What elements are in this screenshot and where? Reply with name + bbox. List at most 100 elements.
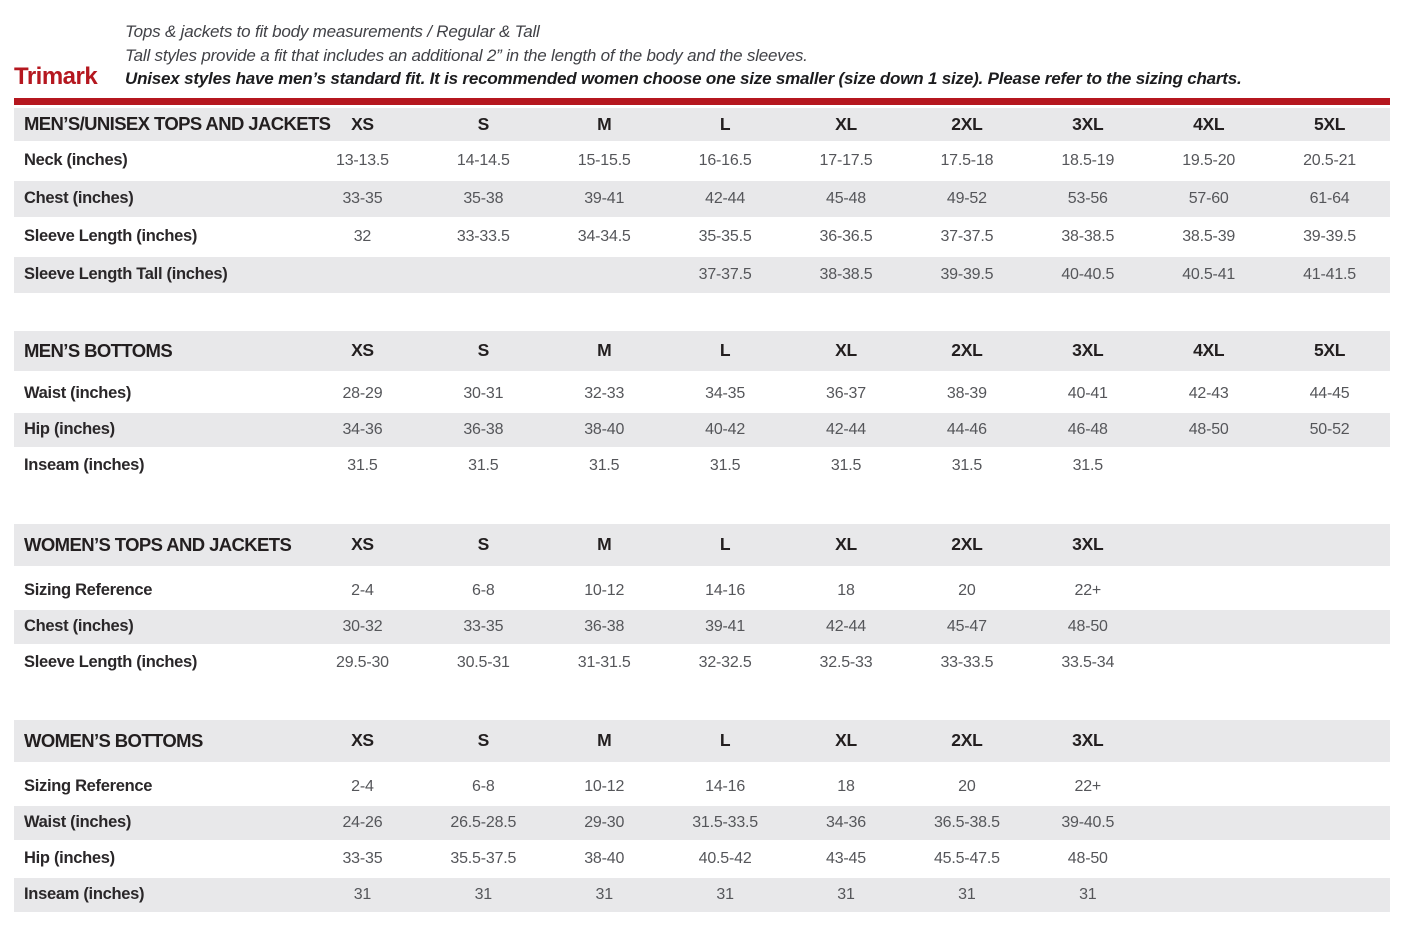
cell-value: 10-12: [584, 777, 625, 795]
table-header-row: WOMEN’S BOTTOMS XS S M L XL 2XL 3XL: [14, 719, 1390, 762]
size-col-header: M: [597, 730, 612, 750]
page-header: Trimark Tops & jackets to fit body measu…: [14, 0, 1390, 91]
size-table: MEN’S BOTTOMS XS S M L XL 2XL 3XL 4XL 5XL Waist …: [14, 330, 1390, 483]
cell-value: 40-41: [1067, 384, 1108, 402]
cell-value: 33-35: [463, 617, 504, 635]
cell-value: 10-12: [584, 581, 625, 599]
cell-value: 39-39.5: [1303, 227, 1356, 245]
cell-value: 50-52: [1309, 420, 1350, 438]
size-col-header: L: [719, 340, 731, 360]
cell-value: 32-33: [584, 384, 625, 402]
cell-value: 24-26: [342, 813, 383, 831]
cell-value: 2-4: [351, 581, 374, 599]
row-label: Inseam (inches): [24, 456, 145, 474]
cell-value: 41-41.5: [1303, 265, 1356, 283]
cell-value: 31: [1079, 885, 1097, 903]
cell-value: 35-38: [463, 189, 504, 207]
cell-value: 36-36.5: [819, 227, 873, 245]
cell-value: 26.5-28.5: [450, 813, 517, 831]
table-row: Inseam (inches) 31.5 31.5 31.5 31.5 31.5 31.5 3…: [14, 449, 1390, 483]
size-col-header: M: [597, 340, 612, 360]
cell-value: 30.5-31: [456, 653, 510, 671]
cell-value: 31.5: [951, 456, 983, 474]
size-col-header: XL: [835, 113, 857, 134]
cell-value: 17.5-18: [940, 151, 994, 169]
cell-value: 38-39: [946, 384, 987, 402]
row-label: Inseam (inches): [24, 885, 145, 903]
cell-value: 36.5-38.5: [933, 813, 1000, 831]
cell-value: 34-36: [826, 813, 866, 831]
size-col-header: S: [477, 113, 490, 134]
cell-value: 18.5-19: [1061, 151, 1115, 169]
cell-value: 16-16.5: [698, 151, 752, 169]
size-col-header: XL: [835, 340, 857, 360]
size-col-header: S: [477, 730, 490, 750]
table-body: Sizing Reference 2-4 6-8 10-12 14-16 18 20 22+ C…: [14, 574, 1390, 680]
size-col-header: 4XL: [1193, 340, 1225, 360]
cell-value: 53-56: [1067, 189, 1108, 207]
cell-value: 42-44: [705, 189, 746, 207]
size-col-header: 3XL: [1072, 730, 1104, 750]
cell-value: 34-35: [705, 384, 746, 402]
cell-value: 6-8: [472, 581, 495, 599]
cell-value: 31.5: [830, 456, 862, 474]
cell-value: 45-48: [826, 189, 866, 207]
size-col-header: 5XL: [1313, 113, 1346, 134]
row-label: Sizing Reference: [24, 581, 153, 599]
table-title: MEN’S/UNISEX TOPS AND JACKETS: [24, 113, 331, 134]
row-label: Sleeve Length Tall (inches): [24, 265, 228, 283]
cell-value: 15-15.5: [577, 151, 631, 169]
table-row: Hip (inches) 33-35 35.5-37.5 38-40 40.5-42 43…: [14, 842, 1390, 876]
cell-value: 33-33.5: [456, 227, 510, 245]
size-col-header: M: [597, 113, 612, 134]
table-header-row: WOMEN’S TOPS AND JACKETS XS S M L XL 2XL 3XL: [14, 523, 1390, 566]
size-col-header: 2XL: [951, 730, 983, 750]
size-col-header: 2XL: [951, 113, 983, 134]
cell-value: 19.5-20: [1182, 151, 1236, 169]
cell-value: 30-32: [342, 617, 383, 635]
cell-value: 45.5-47.5: [933, 849, 1000, 867]
table-header-row: MEN’S/UNISEX TOPS AND JACKETS XS S M L XL 2XL…: [14, 107, 1390, 141]
cell-value: 35.5-37.5: [450, 849, 517, 867]
cell-value: 32: [353, 227, 372, 245]
note-unisex-fit: Unisex styles have men’s standard fit. I…: [125, 69, 1242, 88]
cell-value: 61-64: [1309, 189, 1350, 207]
cell-value: 31: [958, 885, 976, 903]
cell-value: 31: [595, 885, 614, 903]
cell-value: 13-13.5: [336, 151, 389, 169]
row-label: Waist (inches): [24, 384, 132, 402]
size-col-header: M: [597, 534, 612, 554]
size-col-header: XL: [835, 534, 857, 554]
cell-value: 37-37.5: [940, 227, 994, 245]
table-title: WOMEN’S TOPS AND JACKETS: [24, 533, 292, 555]
cell-value: 38.5-39: [1182, 227, 1236, 245]
cell-value: 31.5: [468, 456, 499, 474]
cell-value: 35-35.5: [698, 227, 752, 245]
cell-value: 48-50: [1067, 849, 1108, 867]
tables-container: MEN’S/UNISEX TOPS AND JACKETS XS S M L XL 2XL…: [14, 107, 1390, 912]
note-fit-measurements: Tops & jackets to fit body measurements …: [125, 22, 540, 41]
cell-value: 14-16: [705, 581, 746, 599]
row-label: Sizing Reference: [24, 777, 153, 795]
table-row: Waist (inches) 28-29 30-31 32-33 34-35 36-37 3…: [14, 377, 1390, 411]
cell-value: 44-46: [946, 420, 987, 438]
table-header-row: MEN’S BOTTOMS XS S M L XL 2XL 3XL 4XL 5XL: [14, 330, 1390, 371]
cell-value: 31.5-33.5: [692, 813, 758, 831]
table-body: Sizing Reference 2-4 6-8 10-12 14-16 18 20 22+ W…: [14, 770, 1390, 912]
table-row: Neck (inches) 13-13.5 14-14.5 15-15.5 16-16.…: [14, 143, 1390, 179]
cell-value: 33-35: [342, 849, 383, 867]
cell-value: 18: [837, 581, 855, 599]
cell-value: 42-43: [1188, 384, 1229, 402]
row-label: Chest (inches): [24, 189, 134, 207]
size-col-header: XS: [351, 340, 374, 360]
cell-value: 31.5: [709, 456, 741, 474]
cell-value: 28-29: [342, 384, 383, 402]
cell-value: 31: [353, 885, 372, 903]
size-col-header: S: [477, 340, 490, 360]
cell-value: 39-40.5: [1061, 813, 1115, 831]
cell-value: 34-36: [342, 420, 383, 438]
cell-value: 32-32.5: [698, 653, 752, 671]
size-col-header: 2XL: [951, 340, 983, 360]
size-table: WOMEN’S BOTTOMS XS S M L XL 2XL 3XL Sizing Ref…: [14, 719, 1390, 912]
header-notes: Tops & jackets to fit body measurements …: [125, 20, 1390, 91]
